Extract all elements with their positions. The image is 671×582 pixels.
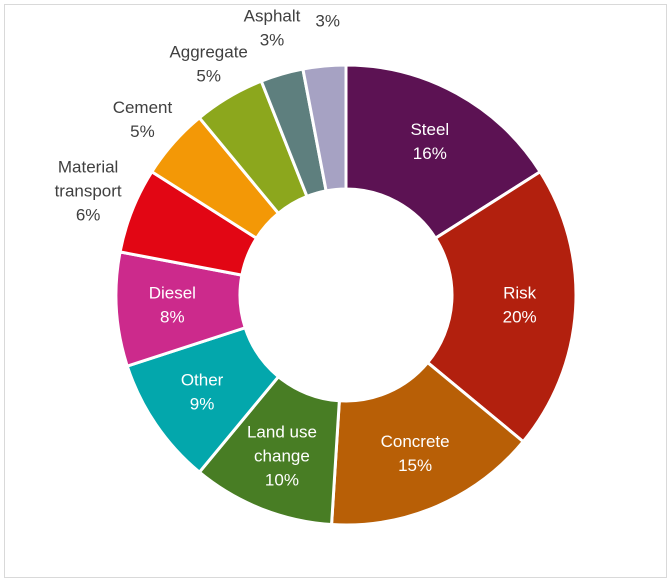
slice-label-3: Land use change 10%	[247, 422, 317, 489]
slice-label-line: 15%	[398, 456, 432, 475]
slice-labels: Steel 16% Risk 20% Concrete 15% Land use change…	[55, 5, 537, 489]
slice-label-line: 5%	[130, 122, 155, 141]
slice-label-1: Risk 20%	[503, 283, 537, 326]
slice-label-line: Concrete	[381, 432, 450, 451]
slice-label-line: 16%	[413, 144, 447, 163]
slice-label-line: Aggregate	[169, 42, 247, 61]
slice-label-2: Concrete 15%	[381, 432, 450, 475]
slice-label-line: Cement	[113, 98, 173, 117]
slice-label-line: change	[254, 446, 310, 465]
slice-label-line: 20%	[503, 307, 537, 326]
slice-0	[344, 63, 542, 240]
slice-label-line: 5%	[196, 66, 221, 85]
chart-area: Steel 16% Risk 20% Concrete 15% Land use change…	[4, 4, 667, 578]
slice-label-6: Material transport 6%	[55, 158, 122, 225]
slice-label-line: 8%	[160, 307, 185, 326]
slice-1	[426, 170, 578, 444]
slice-label-line: Risk	[503, 283, 537, 302]
slice-label-line: Asphalt	[244, 7, 301, 26]
slice-label-line: transport	[55, 182, 122, 201]
slice-label-8: Aggregate 5%	[169, 42, 247, 85]
slice-label-line: Diesel	[149, 283, 196, 302]
slice-label-4: Other 9%	[181, 370, 224, 413]
slice-10	[301, 63, 348, 193]
slice-label-line: 6%	[76, 206, 101, 225]
slice-label-line: Other	[181, 370, 224, 389]
slice-label-7: Cement 5%	[113, 98, 173, 141]
slice-label-line: 10%	[265, 470, 299, 489]
slice-label-line: 9%	[190, 394, 215, 413]
slice-label-line: Steel	[410, 120, 449, 139]
slice-label-5: Diesel 8%	[149, 283, 196, 326]
donut-chart: Steel 16% Risk 20% Concrete 15% Land use change…	[55, 5, 578, 527]
slice-2	[330, 361, 525, 527]
slice-label-line: Plastic	[303, 5, 354, 7]
slice-label-line: Land use	[247, 422, 317, 441]
slice-label-line: Material	[58, 158, 118, 177]
donut-slices	[114, 63, 578, 527]
slice-label-line: 3%	[260, 31, 285, 50]
slice-label-10: Plastic 3%	[303, 5, 354, 31]
slice-label-0: Steel 16%	[410, 120, 449, 163]
slice-label-line: 3%	[315, 12, 340, 31]
slice-label-9: Asphalt 3%	[244, 7, 301, 50]
